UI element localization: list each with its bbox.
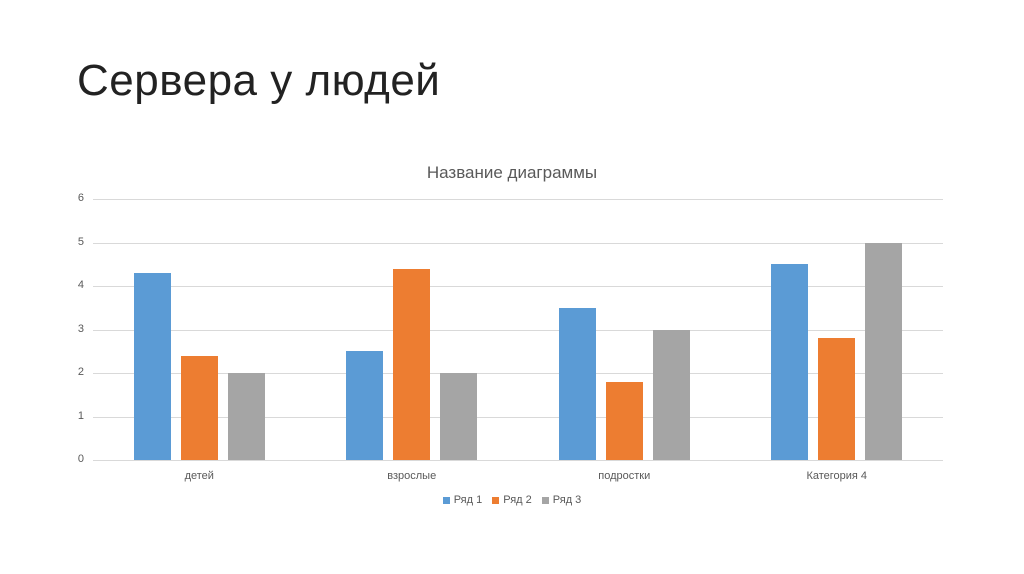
gridline xyxy=(93,242,943,244)
x-tick-label: подростки xyxy=(598,470,651,482)
x-tick-label: взрослые xyxy=(387,470,437,482)
gridline xyxy=(93,199,943,200)
legend: Ряд 1 Ряд 2 Ряд 3 xyxy=(0,494,1024,506)
bar[interactable] xyxy=(227,373,265,460)
bar[interactable] xyxy=(865,242,903,460)
legend-swatch-icon xyxy=(541,496,549,504)
legend-label: Ряд 2 xyxy=(503,494,532,506)
y-tick-label: 3 xyxy=(77,322,84,335)
y-tick-label: 6 xyxy=(77,192,84,204)
bar[interactable] xyxy=(393,268,431,460)
bar[interactable] xyxy=(440,373,478,460)
y-tick-label: 0 xyxy=(77,453,84,465)
bar[interactable] xyxy=(558,307,596,460)
bar[interactable] xyxy=(818,338,856,460)
gridline xyxy=(93,329,943,331)
bar[interactable] xyxy=(605,381,643,460)
legend-item[interactable]: Ряд 1 xyxy=(442,494,483,506)
y-tick-label: 1 xyxy=(77,409,84,422)
y-tick-label: 5 xyxy=(77,235,84,248)
bar[interactable] xyxy=(652,329,690,460)
y-tick-label: 4 xyxy=(77,279,84,291)
legend-swatch-icon xyxy=(442,496,450,504)
gridline xyxy=(93,460,943,461)
bar[interactable] xyxy=(771,264,809,460)
y-tick-label: 2 xyxy=(77,366,84,378)
bar[interactable] xyxy=(133,272,171,460)
legend-item[interactable]: Ряд 3 xyxy=(541,494,582,506)
plot-area xyxy=(93,199,943,461)
legend-item[interactable]: Ряд 2 xyxy=(492,494,532,506)
gridline xyxy=(93,286,943,287)
gridline xyxy=(93,416,943,418)
legend-label: Ряд 3 xyxy=(552,494,582,506)
bar[interactable] xyxy=(346,351,384,460)
gridline xyxy=(93,373,943,374)
slide-title: Сервера у людей xyxy=(77,56,441,105)
x-tick-label: Категория 4 xyxy=(806,470,868,482)
bar[interactable] xyxy=(180,355,218,460)
legend-swatch-icon xyxy=(492,496,500,504)
x-tick-label: детей xyxy=(184,470,214,482)
legend-label: Ряд 1 xyxy=(453,494,483,506)
chart-title: Название диаграммы xyxy=(426,163,598,182)
